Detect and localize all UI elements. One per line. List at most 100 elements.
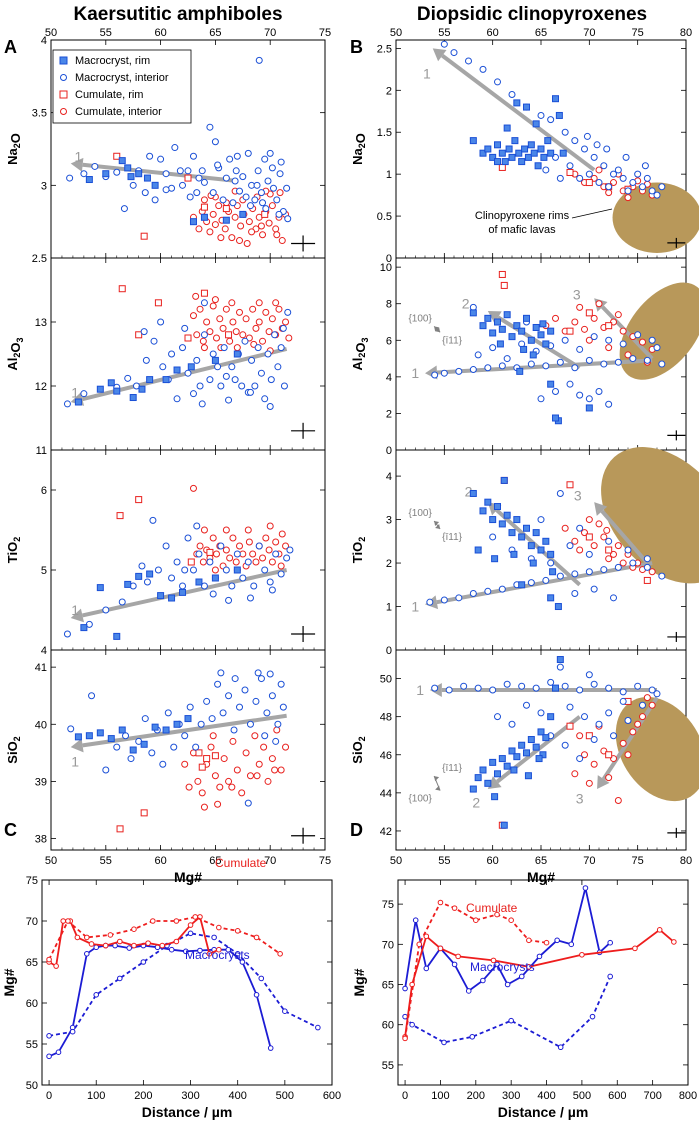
- a-p2-cumulate-interior-point: [222, 305, 230, 313]
- b-xlabel: Mg#: [527, 869, 555, 885]
- d-macrocryst-dashed-point: [409, 1021, 415, 1028]
- a-p3-cumulate-interior-point: [222, 526, 230, 534]
- b-p3-macrocryst-rim-point: [491, 555, 499, 563]
- c-cumulate-dashed-point: [277, 951, 283, 957]
- d-cumulate-dashed-point: [416, 941, 423, 948]
- a-p2-cumulate-rim-point: [225, 331, 233, 339]
- b-p4-macrocryst-rim-point: [539, 751, 547, 759]
- a-p3-macrocryst-interior-point: [63, 630, 71, 638]
- c-cumulate-solid-point: [60, 918, 67, 924]
- b-p4-cumulate-interior-point: [629, 728, 637, 736]
- b-p1-macrocryst-rim-point: [534, 162, 542, 170]
- b-p1-ytick-label: 2: [386, 85, 392, 97]
- a-p3-macrocryst-interior-point: [143, 578, 151, 586]
- a-p2-cumulate-rim-point: [154, 299, 162, 307]
- a-p4-macrocryst-interior-point: [268, 692, 276, 700]
- b-p2-cumulate-rim-point: [566, 327, 574, 335]
- a-p2-macrocryst-interior-point: [200, 299, 208, 307]
- a-p1-macrocryst-interior-point: [284, 215, 292, 223]
- b-xtick-label-bottom: 55: [438, 855, 450, 867]
- c-macrocryst-dashed-line: [48, 932, 319, 1037]
- legend-marker-cumulate-interior: [60, 108, 67, 115]
- a-p4-macrocryst-interior-point: [257, 675, 265, 683]
- b-p2-cumulate-interior-point: [585, 336, 593, 344]
- a-p1-macrocryst-interior-point: [186, 193, 194, 201]
- a-xtick-label-top: 75: [319, 27, 331, 39]
- a-p2-macrocryst-rim-point: [107, 379, 115, 387]
- a-p1-cumulate-interior-point: [215, 202, 223, 210]
- b-p1-ytick-label: 1.5: [377, 127, 392, 139]
- b-p2-macrocryst-interior-point: [585, 356, 593, 364]
- b-p1-macrocryst-interior-point: [624, 187, 632, 195]
- a-p1-macrocryst-rim-point: [200, 213, 208, 221]
- c-ytick-label: 50: [26, 1080, 38, 1092]
- b-p3-trend-label-1: 1: [411, 599, 419, 615]
- a-p4-cumulate-interior-point: [277, 766, 285, 774]
- a-p3-macrocryst-interior-point: [225, 596, 233, 604]
- b-p1-macrocryst-rim-point: [552, 95, 559, 103]
- b-p1-macrocryst-interior-point: [639, 183, 646, 191]
- d-cumulate-solid-point: [579, 951, 585, 958]
- b-p3-macrocryst-interior-point: [614, 563, 622, 571]
- b-p2-macrocryst-rim-point: [527, 336, 535, 344]
- b-p3-cumulate-interior-point: [585, 516, 593, 524]
- d-ytick-label: 60: [382, 1020, 394, 1032]
- a-p1-macrocryst-interior-point: [276, 170, 284, 178]
- b-p3-macrocryst-rim-point: [554, 603, 562, 611]
- b-p3-macrocryst-rim-point: [547, 594, 555, 602]
- a-p3-macrocryst-rim-point: [195, 578, 203, 586]
- a-p1-macrocryst-rim-point: [151, 181, 159, 189]
- a-p1-macrocryst-rim-point: [124, 164, 132, 172]
- a-p4-ytick-label: 41: [35, 662, 47, 674]
- a-xtick-label-bottom: 50: [45, 855, 57, 867]
- b-p2-macrocryst-interior-point: [474, 351, 482, 359]
- a-p4-macrocryst-rim-point: [118, 726, 126, 734]
- a-xtick-label-bottom: 60: [154, 855, 166, 867]
- a-p3-macrocryst-interior-point: [277, 570, 285, 578]
- d-cumulate-dashed-point: [437, 899, 444, 906]
- a-p3-macrocryst-interior-point: [118, 598, 126, 606]
- d-macrocryst-solid-point: [412, 917, 419, 923]
- a-p1-cumulate-interior-point: [273, 231, 281, 239]
- a-p1-macrocryst-interior-point: [151, 196, 159, 204]
- a-p2-macrocryst-interior-point: [238, 382, 246, 390]
- a-p4-cumulate-interior-point: [273, 726, 281, 734]
- c-macrocryst-dashed-point: [234, 951, 241, 957]
- a-p3-cumulate-interior-point: [226, 554, 234, 562]
- c-macrocryst-solid-line: [48, 944, 272, 1058]
- a-p1-macrocryst-rim-point: [85, 176, 93, 184]
- b-p2-macrocryst-rim-point: [494, 318, 501, 326]
- b-p4-macrocryst-rim-point: [500, 821, 508, 829]
- a-p3-cumulate-interior-point: [209, 534, 217, 542]
- a-p1-macrocryst-interior-point: [214, 161, 222, 169]
- b-p2-macrocryst-interior-point: [552, 387, 559, 395]
- b-p4-macrocryst-interior-point: [576, 686, 584, 694]
- a-p1-macrocryst-interior-point: [209, 189, 217, 197]
- a-p2-macrocryst-rim-point: [233, 350, 241, 358]
- a-p2-macrocryst-interior-point: [225, 396, 233, 404]
- b-xtick-label-top: 50: [390, 27, 402, 39]
- b-p2-macrocryst-interior-point: [643, 356, 651, 364]
- a-p4-macrocryst-interior-point: [208, 715, 216, 723]
- b-p1-macrocryst-rim-point: [513, 99, 521, 107]
- c-macrocryst-solid-point: [126, 945, 133, 951]
- a-p4-cumulate-interior-point: [209, 732, 217, 740]
- b-p1-macrocryst-rim-point: [501, 158, 509, 166]
- b-p4-macrocryst-interior-point: [503, 680, 511, 688]
- a-p1-cumulate-interior-point: [206, 228, 214, 236]
- a-p3-macrocryst-rim-point: [179, 588, 187, 596]
- b-p2-cumulate-interior-point: [614, 311, 622, 319]
- b-p4-macrocryst-interior-point: [537, 709, 545, 717]
- a-p2-macrocryst-rim-point: [96, 385, 104, 393]
- a-p1-macrocryst-interior-point: [189, 152, 197, 160]
- b-xtick-label-top: 75: [632, 27, 644, 39]
- a-p3-cumulate-interior-point: [259, 554, 267, 562]
- a-p1-macrocryst-interior-point: [200, 178, 208, 186]
- b-p1-cumulate-rim-point: [585, 179, 593, 187]
- a-p2-macrocryst-interior-point: [222, 372, 230, 380]
- b-p3-cumulate-interior-point: [571, 537, 579, 545]
- a-p2-cumulate-interior-point: [206, 328, 214, 336]
- d-cumulate-label: Cumulate: [466, 901, 518, 915]
- b-p4-cumulate-interior-point: [605, 774, 613, 782]
- a-p2-cumulate-interior-point: [209, 302, 217, 310]
